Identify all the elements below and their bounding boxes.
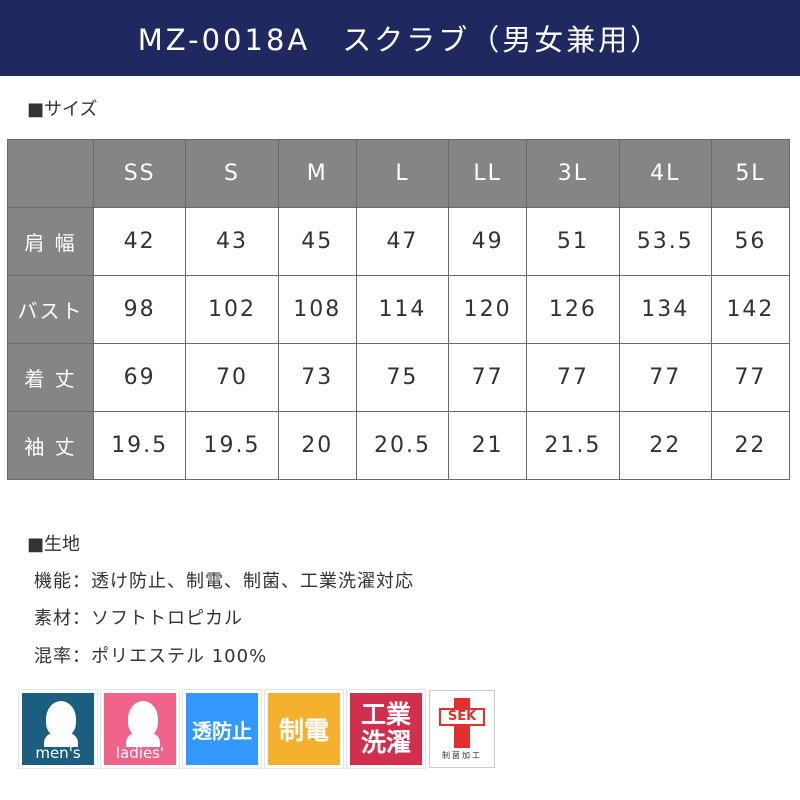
- table-cell: 42: [92, 207, 187, 276]
- corner-cell: [7, 139, 94, 208]
- table-cell: 120: [448, 275, 528, 344]
- table-row: 袖 丈 19.5 19.5 20 20.5 21 21.5 22 22: [7, 411, 791, 480]
- table-cell: 19.5: [185, 411, 279, 480]
- table-cell: 77: [618, 343, 712, 412]
- row-header: バスト: [7, 275, 94, 344]
- antistatic-icon: 制電: [264, 689, 344, 769]
- mens-icon: men's: [18, 689, 98, 769]
- size-section-heading: ■サイズ: [27, 99, 98, 120]
- table-cell: 98: [92, 275, 187, 344]
- column-header: 5L: [710, 139, 791, 208]
- table-cell: 102: [185, 275, 279, 344]
- ladies-icon: ladies': [100, 689, 180, 769]
- row-header: 袖 丈: [7, 411, 94, 480]
- column-header: LL: [448, 139, 528, 208]
- sek-text: SEK: [439, 707, 485, 726]
- table-cell: 22: [618, 411, 712, 480]
- column-header: 3L: [526, 139, 620, 208]
- table-cell: 21: [448, 411, 528, 480]
- table-cell: 126: [526, 275, 620, 344]
- size-table: SS S M L LL 3L 4L 5L 肩 幅 42 43 45 47 49 51 53.5 56 バスト 98…: [7, 139, 791, 480]
- spec-function: 機能：透け防止、制電、制菌、工業洗濯対応: [34, 571, 414, 592]
- feature-icons: men's ladies' 透防止 制電 工業洗濯 SEK 制菌加工: [18, 689, 495, 769]
- spec-material: 素材：ソフトトロピカル: [34, 608, 243, 629]
- table-cell: 142: [710, 275, 791, 344]
- column-header: SS: [92, 139, 187, 208]
- table-cell: 43: [185, 207, 279, 276]
- table-cell: 77: [526, 343, 620, 412]
- table-cell: 20: [277, 411, 357, 480]
- mens-label: men's: [35, 744, 81, 762]
- anti-transparent-icon: 透防止: [182, 689, 262, 769]
- table-cell: 53.5: [618, 207, 712, 276]
- table-cell: 22: [710, 411, 791, 480]
- row-header: 肩 幅: [7, 207, 94, 276]
- table-cell: 56: [710, 207, 791, 276]
- table-row: 着 丈 69 70 73 75 77 77 77 77: [7, 343, 791, 412]
- sek-icon: SEK 制菌加工: [429, 690, 495, 768]
- table-cell: 134: [618, 275, 712, 344]
- table-row: バスト 98 102 108 114 120 126 134 142: [7, 275, 791, 344]
- table-cell: 49: [448, 207, 528, 276]
- column-header: M: [277, 139, 357, 208]
- industrial-wash-icon: 工業洗濯: [346, 689, 426, 769]
- table-row: 肩 幅 42 43 45 47 49 51 53.5 56: [7, 207, 791, 276]
- table-cell: 77: [710, 343, 791, 412]
- table-cell: 73: [277, 343, 357, 412]
- fabric-section-heading: ■生地: [27, 534, 81, 555]
- table-cell: 21.5: [526, 411, 620, 480]
- row-header: 着 丈: [7, 343, 94, 412]
- table-cell: 69: [92, 343, 187, 412]
- sek-caption: 制菌加工: [442, 750, 482, 760]
- table-cell: 75: [355, 343, 450, 412]
- page-title: MZ-0018A スクラブ（男女兼用）: [0, 0, 800, 76]
- ladies-label: ladies': [115, 744, 165, 762]
- table-cell: 47: [355, 207, 450, 276]
- table-cell: 45: [277, 207, 357, 276]
- column-header: 4L: [618, 139, 712, 208]
- table-cell: 19.5: [92, 411, 187, 480]
- table-cell: 70: [185, 343, 279, 412]
- column-header: L: [355, 139, 450, 208]
- table-cell: 114: [355, 275, 450, 344]
- spec-composition: 混率：ポリエステル 100%: [34, 646, 268, 667]
- table-cell: 51: [526, 207, 620, 276]
- table-cell: 77: [448, 343, 528, 412]
- column-header: S: [185, 139, 279, 208]
- table-cell: 108: [277, 275, 357, 344]
- table-cell: 20.5: [355, 411, 450, 480]
